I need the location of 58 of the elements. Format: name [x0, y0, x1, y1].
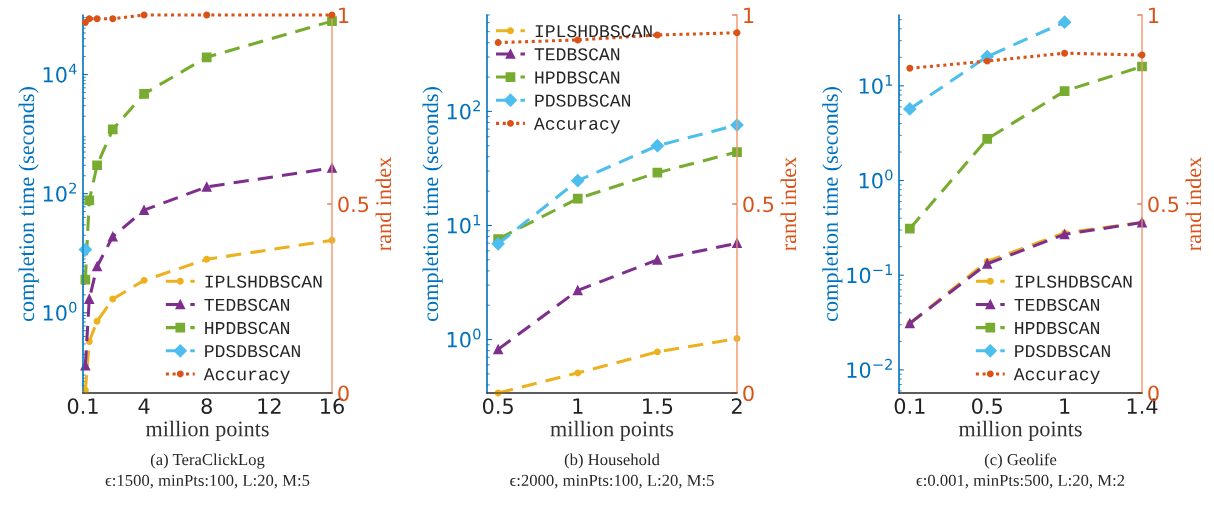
- x-tick-label: 8: [201, 398, 212, 414]
- y-tick-label: 10$^{0}$: [447, 328, 481, 348]
- text: ϵ:2000, minPts:100, L:20, M:5: [510, 474, 714, 489]
- legend-label: Accuracy: [1013, 368, 1100, 384]
- y-tick-label: 10$^{1}$: [859, 75, 893, 94]
- legend-label: TEDBSCAN: [204, 298, 290, 311]
- y-axis-title: completion time (seconds): [422, 87, 443, 322]
- x-tick-label: 1: [573, 398, 583, 414]
- legend-label: PDSDBSCAN: [535, 94, 631, 107]
- legend-label: IPLSHDBSCAN: [535, 25, 652, 38]
- legend-label: HPDBSCAN: [535, 71, 620, 84]
- x-axis-title: million points: [550, 420, 674, 441]
- legend-label: Accuracy: [203, 368, 290, 384]
- y2-tick-label: 0.5: [338, 196, 369, 213]
- x-tick-label: 12: [258, 398, 281, 414]
- y-axis-title: completion time (seconds): [822, 87, 843, 322]
- text: (b) Household: [564, 453, 660, 469]
- legend-label: PDSDBSCAN: [1015, 345, 1110, 358]
- text: ϵ:1500, minPts:100, L:20, M:5: [105, 474, 310, 489]
- x-tick-label: 0.5: [482, 398, 513, 414]
- x-tick-label: 0.5: [972, 398, 1002, 414]
- x-tick-label: 2: [731, 398, 742, 414]
- y2-tick-label: 1: [339, 7, 349, 23]
- x-tick-label: 4: [138, 398, 150, 414]
- y-tick-label: 10$^{1}$: [447, 214, 481, 234]
- text: ϵ:0.001, minPts:500, L:20, M:2: [916, 474, 1125, 489]
- y-axis-title: completion time (seconds): [18, 87, 39, 322]
- y-tick-label: 10$^{2}$: [43, 182, 76, 202]
- y2-tick-label: 1: [744, 7, 754, 23]
- x-tick-label: 0.1: [894, 398, 925, 414]
- legend-label: HPDBSCAN: [1015, 321, 1100, 335]
- legend-label: TEDBSCAN: [534, 48, 620, 61]
- text: (a) TeraClickLog: [150, 453, 265, 469]
- y2-tick-label: 0.5: [743, 196, 774, 213]
- y-tick-label: 10$^{0}$: [859, 169, 893, 189]
- text: (c) Geolife: [984, 453, 1057, 469]
- y-tick-label: 10$^{2}$: [447, 100, 480, 120]
- x-tick-label: 1: [1060, 398, 1070, 414]
- x-tick-label: 1.5: [643, 398, 673, 414]
- y2-tick-label: 0.5: [1148, 196, 1179, 213]
- legend-label: Accuracy: [533, 117, 621, 134]
- y-tick-label: 10$^{−2}$: [847, 358, 892, 378]
- x-tick-label: 0.1: [67, 398, 98, 414]
- x-axis-title: million points: [958, 420, 1082, 441]
- legend-label: HPDBSCAN: [205, 321, 290, 335]
- y2-axis-title: rand index: [375, 157, 392, 251]
- y2-axis-title: rand index: [1185, 157, 1202, 251]
- x-axis-title: million points: [145, 420, 269, 441]
- y-tick-label: 10$^{−1}$: [847, 264, 893, 284]
- legend-label: IPLSHDBSCAN: [1015, 275, 1132, 288]
- y-tick-label: 10$^{4}$: [43, 63, 77, 83]
- y2-tick-label: 0: [743, 385, 754, 402]
- legend-label: PDSDBSCAN: [205, 345, 300, 358]
- y2-tick-label: 1: [1149, 7, 1159, 23]
- y2-axis-title: rand index: [780, 157, 797, 251]
- y-tick-label: 10$^{0}$: [43, 301, 77, 321]
- legend-label: IPLSHDBSCAN: [205, 275, 322, 288]
- legend-label: TEDBSCAN: [1014, 298, 1100, 311]
